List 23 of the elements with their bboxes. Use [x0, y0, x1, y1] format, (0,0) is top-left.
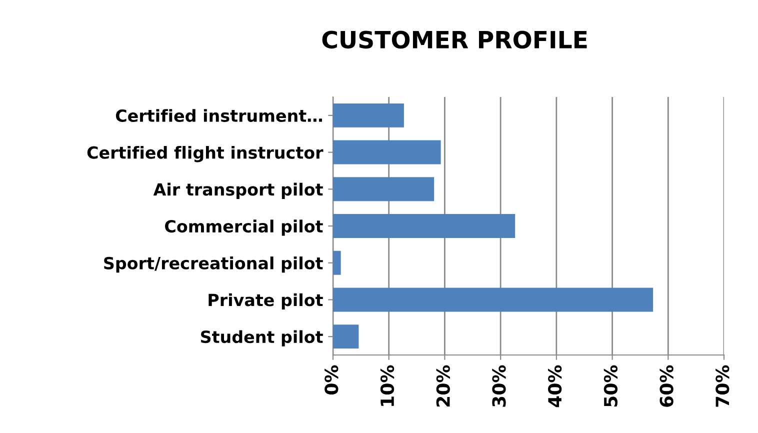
- x-tick-label: 50%: [604, 365, 618, 407]
- y-tick-label: Student pilot: [201, 330, 323, 346]
- y-tick-label: Certified flight instructor: [87, 146, 324, 162]
- x-tick-label: 20%: [436, 365, 450, 407]
- x-tick-label: 70%: [716, 365, 730, 407]
- x-tick-label: 0%: [324, 365, 338, 395]
- bar: [333, 103, 404, 128]
- chart-title: CUSTOMER PROFILE: [322, 30, 587, 49]
- y-tick-label: Commercial pilot: [165, 220, 323, 236]
- y-tick-label: Certified instrument…: [116, 109, 322, 122]
- y-tick-label: Air transport pilot: [153, 182, 323, 199]
- bar: [333, 324, 359, 349]
- x-tick-label: 60%: [660, 365, 674, 407]
- y-tick-label: Private pilot: [208, 293, 323, 310]
- bar: [333, 250, 341, 275]
- bar: [333, 140, 441, 164]
- x-tick-label: 10%: [380, 365, 394, 406]
- bar: [333, 177, 434, 202]
- x-tick-label: 30%: [492, 365, 506, 407]
- x-tick-label: 40%: [548, 365, 562, 408]
- bar: [333, 214, 516, 238]
- bar: [333, 288, 654, 312]
- y-tick-label: Sport/recreational pilot: [104, 256, 323, 273]
